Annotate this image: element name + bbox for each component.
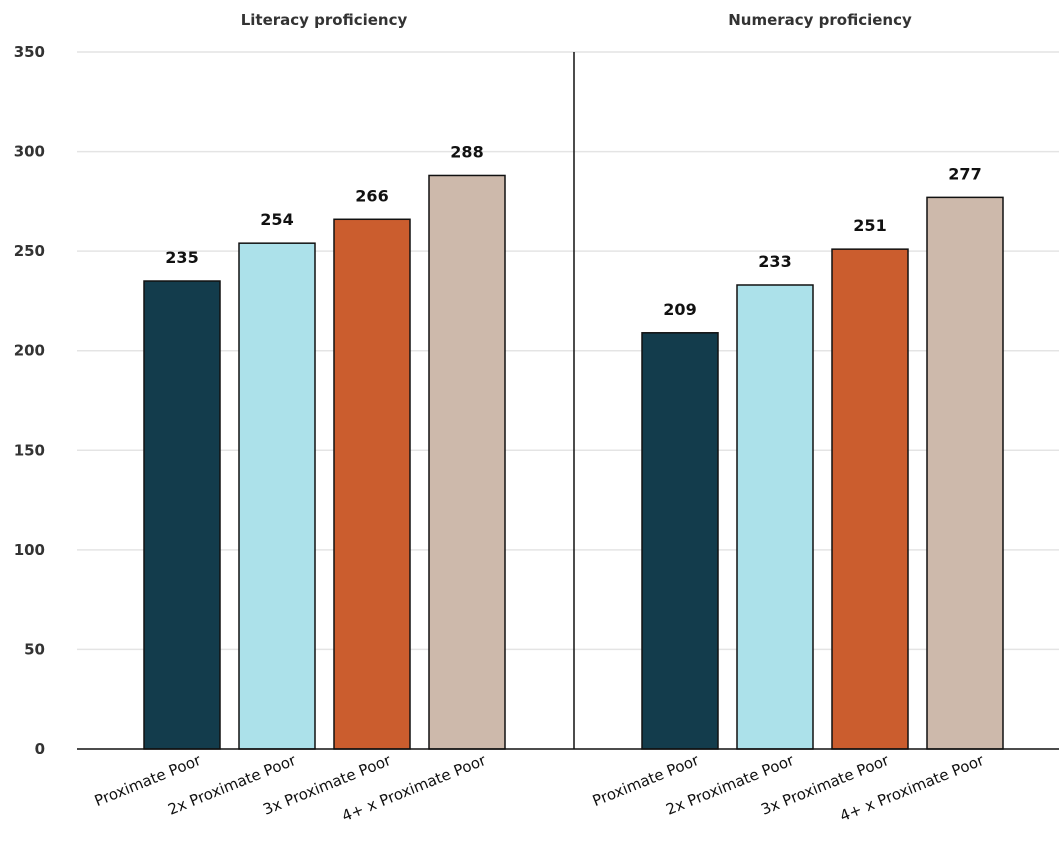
bar-2-4	[926, 196, 1004, 750]
y-tick-label-7: 350	[14, 43, 45, 61]
bar-1-4	[428, 174, 506, 750]
y-tick-label-5: 250	[14, 242, 45, 260]
data-label-1-1: 235	[165, 248, 198, 267]
bar-2-2	[736, 284, 814, 750]
y-tick-label-3: 150	[14, 441, 45, 459]
data-label-2-3: 251	[853, 216, 886, 235]
y-axis: 0 50 100 150 200 250 300 350	[14, 43, 45, 758]
data-label-1-2: 254	[260, 210, 293, 229]
y-tick-label-1: 50	[24, 640, 45, 658]
data-label-2-4: 277	[948, 164, 981, 183]
y-tick-label-2: 100	[14, 541, 45, 559]
data-label-2-2: 233	[758, 252, 791, 271]
bar-2-1	[641, 332, 719, 750]
gridlines	[77, 51, 1059, 651]
data-label-1-4: 288	[450, 142, 483, 161]
bar-1-2	[238, 242, 316, 750]
bar-2-3	[831, 248, 909, 750]
bar-1-3	[333, 218, 411, 750]
y-tick-label-6: 300	[14, 143, 45, 161]
panel-title: Literacy proficiency	[241, 11, 408, 29]
bar-1-1	[143, 280, 221, 750]
y-tick-label-0: 0	[35, 740, 45, 758]
data-label-2-1: 209	[663, 300, 696, 319]
data-label-1-3: 266	[355, 186, 388, 205]
y-tick-label-4: 200	[14, 342, 45, 360]
panel-title: Numeracy proficiency	[728, 11, 912, 29]
